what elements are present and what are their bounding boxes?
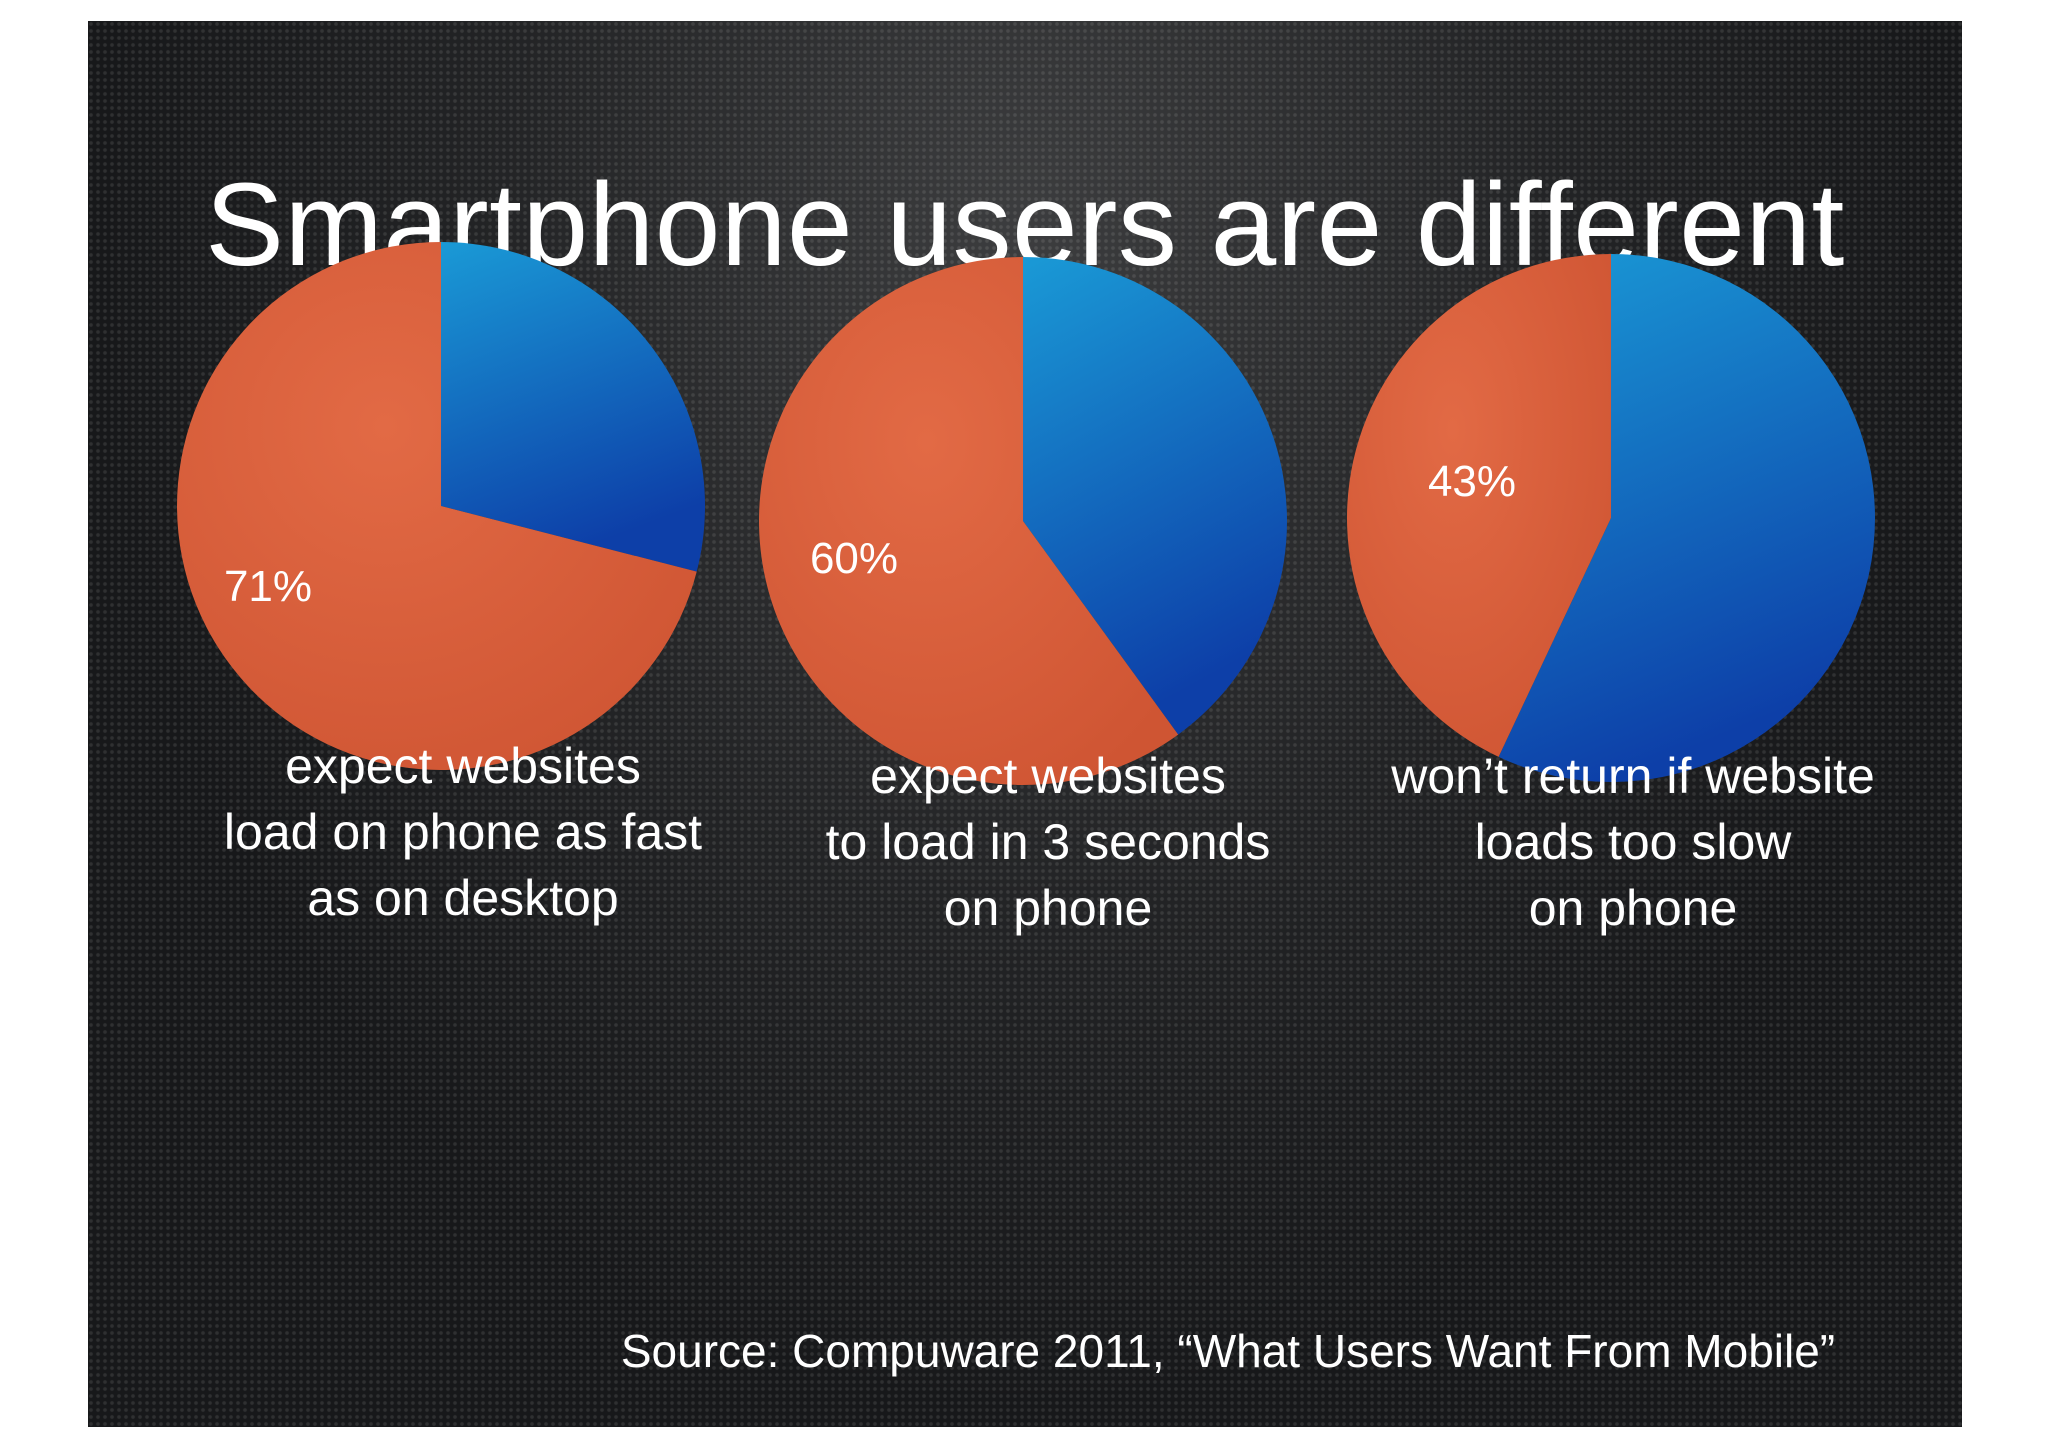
pie-1-slice-blue bbox=[441, 242, 706, 572]
pie-2-slice-blue bbox=[1023, 257, 1288, 735]
caption-line: expect websites bbox=[870, 748, 1226, 804]
pie-1-caption: expect websites load on phone as fast as… bbox=[153, 733, 773, 931]
caption-line: won’t return if website bbox=[1391, 748, 1875, 804]
pie-chart-1: 71% bbox=[177, 242, 706, 770]
pie-1-value-label: 71% bbox=[224, 562, 312, 611]
caption-line: on phone bbox=[1528, 880, 1738, 936]
pie-2-caption: expect websites to load in 3 seconds on … bbox=[738, 743, 1358, 941]
pie-2-slice-orange bbox=[759, 257, 1179, 785]
caption-line: on phone bbox=[943, 880, 1153, 936]
caption-line: to load in 3 seconds bbox=[825, 814, 1271, 870]
slide: Smartphone users are different 71% 60% bbox=[88, 21, 1962, 1427]
caption-line: loads too slow bbox=[1474, 814, 1792, 870]
caption-line: load on phone as fast bbox=[223, 804, 703, 860]
pie-charts: 71% 60% 43% bbox=[177, 242, 1876, 785]
pie-chart-3: 43% bbox=[1347, 254, 1876, 782]
pie-3-slice-orange bbox=[1347, 254, 1611, 757]
caption-line: expect websites bbox=[285, 738, 641, 794]
caption-line: as on desktop bbox=[307, 870, 619, 926]
pie-chart-2: 60% bbox=[759, 257, 1288, 785]
pie-3-caption: won’t return if website loads too slow o… bbox=[1323, 743, 1943, 941]
pie-3-slice-blue bbox=[1498, 254, 1876, 782]
source-citation: Source: Compuware 2011, “What Users Want… bbox=[620, 1325, 1836, 1377]
pie-2-value-label: 60% bbox=[810, 534, 898, 583]
pie-1-slice-orange bbox=[177, 242, 697, 770]
pie-3-value-label: 43% bbox=[1428, 457, 1516, 506]
